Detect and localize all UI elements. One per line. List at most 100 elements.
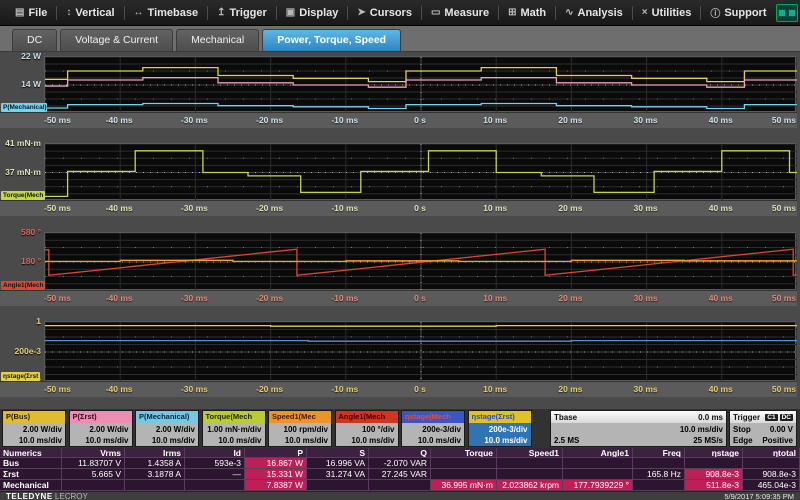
value-cell: 177.7939229 ° bbox=[563, 480, 633, 491]
cursors-icon: ➤ bbox=[357, 7, 366, 18]
horizontal-scale: 10.0 ms/div bbox=[484, 436, 528, 445]
table-row: Mechanical 7.8387 W 36.995 mN·m 2.023862 kr… bbox=[0, 480, 800, 491]
column-header-ηstage: ηstage bbox=[685, 448, 743, 458]
time-tick: -10 ms bbox=[331, 384, 359, 394]
tab-mechanical[interactable]: Mechanical bbox=[176, 29, 260, 51]
descriptor-ηstage-σrst-[interactable]: ηstage(Σrst) 200e-3/div 10.0 ms/div bbox=[467, 410, 532, 447]
trace-badge-torque[interactable]: Torque(Mech bbox=[1, 191, 46, 200]
menu-label: Math bbox=[520, 6, 547, 19]
menu-separator bbox=[498, 5, 500, 20]
time-tick: -20 ms bbox=[256, 384, 284, 394]
time-tick: 0 s bbox=[414, 115, 426, 125]
value-cell bbox=[125, 480, 185, 491]
time-tick: -50 ms bbox=[44, 203, 71, 213]
display-icon: ▣ bbox=[285, 7, 296, 18]
time-tick: 50 ms bbox=[771, 115, 796, 125]
waveform-grid-angle-speed[interactable] bbox=[44, 232, 797, 291]
time-tick: 10 ms bbox=[483, 203, 508, 213]
vertical-scale: 2.00 W/div bbox=[22, 425, 62, 434]
trace-badge-efficiency[interactable]: ηstage(Σrst bbox=[1, 372, 41, 381]
time-axis-angle-speed: -50 ms -40 ms -30 ms -20 ms -10 ms 0 s 10 ms 20… bbox=[0, 290, 797, 306]
tab-voltage-current[interactable]: Voltage & Current bbox=[60, 29, 174, 51]
menu-file[interactable]: ▤ File bbox=[6, 0, 56, 25]
value-cell: 465.04e-3 bbox=[743, 480, 800, 491]
utilities-icon: × bbox=[641, 7, 648, 18]
value-cell: 593e-3 bbox=[185, 458, 245, 469]
table-row: Σrst 5.665 V 3.1878 A —15.331 W 31.274 VA 27.… bbox=[0, 469, 800, 480]
descriptor-p-bus-[interactable]: P(Bus) 2.00 W/div 10.0 ms/div bbox=[2, 410, 66, 447]
menu-separator bbox=[555, 5, 557, 20]
column-header-ηtotal: ηtotal bbox=[743, 448, 800, 458]
row-label: Bus bbox=[0, 458, 62, 469]
menu-separator bbox=[700, 5, 702, 20]
descriptor-p-σrst-[interactable]: P(Σrst) 2.00 W/div 10.0 ms/div bbox=[68, 410, 133, 447]
value-cell bbox=[62, 480, 125, 491]
waveform-grid-torque[interactable] bbox=[44, 143, 797, 201]
menu-label: Timebase bbox=[147, 6, 199, 19]
trigger-descriptor[interactable]: Trigger C1 DC Stop 0.00 V Edge Positive bbox=[729, 410, 797, 447]
trace-badge-power[interactable]: P(Mechanical) bbox=[1, 103, 47, 112]
menu-utilities[interactable]: × Utilities bbox=[633, 0, 701, 25]
menu-trigger[interactable]: ↥ Trigger bbox=[208, 0, 276, 25]
menu-measure[interactable]: ▭ Measure bbox=[422, 0, 498, 25]
descriptor-speed1-mec[interactable]: Speed1(Mec 100 rpm/div 10.0 ms/div bbox=[268, 410, 332, 447]
y-axis-label-torque: 37 mN·m bbox=[5, 166, 41, 177]
descriptor-ηstage-mech[interactable]: ηstage(Mech 200e-3/div 10.0 ms/div bbox=[401, 410, 465, 447]
time-tick: 20 ms bbox=[558, 203, 583, 213]
horizontal-scale: 10.0 ms/div bbox=[18, 436, 62, 445]
math-icon: ⊞ bbox=[508, 7, 517, 18]
column-header-vrms: Vrms bbox=[62, 448, 125, 458]
time-tick: 10 ms bbox=[483, 115, 508, 125]
tab-power-torque-speed[interactable]: Power, Torque, Speed bbox=[262, 29, 402, 51]
trigger-value: Positive bbox=[762, 436, 793, 445]
value-cell: — bbox=[185, 469, 245, 480]
time-tick: -50 ms bbox=[44, 384, 71, 394]
descriptor-title: ηstage(Σrst) bbox=[468, 411, 531, 423]
menu-label: Measure bbox=[444, 6, 490, 19]
value-cell: 31.274 VA bbox=[307, 469, 369, 480]
menu-support[interactable]: ⓘ Support bbox=[701, 0, 775, 25]
timebase-icon: ↔ bbox=[133, 7, 144, 18]
brand-light: LECROY bbox=[54, 491, 88, 500]
descriptor-angle1-mech[interactable]: Angle1(Mech 100 °/div 10.0 ms/div bbox=[334, 410, 399, 447]
menu-separator bbox=[56, 5, 58, 20]
menu-cursors[interactable]: ➤ Cursors bbox=[348, 0, 421, 25]
trace-Speed1(Mechanical) bbox=[45, 259, 797, 263]
menu-items: ▤ File ↕ Vertical ↔ Timebase ↥ Trigger ▣ Display ➤… bbox=[0, 0, 776, 25]
time-tick: 40 ms bbox=[708, 203, 733, 213]
time-tick: -30 ms bbox=[180, 203, 208, 213]
menu-analysis[interactable]: ∿ Analysis bbox=[556, 0, 632, 25]
waveform-grid-efficiency[interactable] bbox=[44, 321, 797, 382]
column-header-torque: Torque bbox=[431, 448, 497, 458]
trace-P(Mechanical) bbox=[45, 102, 797, 110]
menu-separator bbox=[347, 5, 349, 20]
row-label: Mechanical bbox=[0, 480, 62, 491]
horizontal-scale: 10.0 ms/div bbox=[417, 436, 461, 445]
menu-label: Analysis bbox=[577, 6, 623, 19]
menu-math[interactable]: ⊞ Math bbox=[499, 0, 555, 25]
y-axis-label-efficiency: 200e-3 bbox=[14, 346, 41, 356]
descriptor-torque-mech[interactable]: Torque(Mech 1.00 mN·m/div 10.0 ms/div bbox=[201, 410, 266, 447]
time-tick: 50 ms bbox=[771, 203, 796, 213]
descriptor-p-mechanical-[interactable]: P(Mechanical) 2.00 W/div 10.0 ms/div bbox=[135, 410, 199, 447]
value-cell bbox=[633, 480, 685, 491]
trace-badge-angle-speed[interactable]: Angle1(Mech bbox=[1, 281, 46, 290]
descriptor-title: Speed1(Mec bbox=[269, 411, 331, 423]
value-cell: 11.83707 V bbox=[62, 458, 125, 469]
display-mode-icon[interactable] bbox=[775, 3, 799, 22]
time-axis-torque: -50 ms -40 ms -30 ms -20 ms -10 ms 0 s 10 ms 20… bbox=[0, 200, 797, 216]
waveform-grid-power[interactable] bbox=[44, 56, 797, 113]
menu-separator bbox=[631, 5, 633, 20]
trace-ηstage(Mechanical) bbox=[45, 339, 797, 342]
y-axis-label-angle-speed: 580 ° bbox=[21, 227, 41, 237]
timebase-descriptor[interactable]: Tbase 0.0 ms 10.0 ms/div 2.5 MS 25 MS/s bbox=[550, 410, 727, 447]
tab-dc[interactable]: DC bbox=[12, 29, 58, 51]
y-axis-label-efficiency: 1 bbox=[36, 316, 41, 326]
menu-timebase[interactable]: ↔ Timebase bbox=[125, 0, 208, 25]
menu-vertical[interactable]: ↕ Vertical bbox=[57, 0, 123, 25]
trigger-source-chip: C1 bbox=[765, 414, 778, 421]
vertical-scale: 100 rpm/div bbox=[283, 425, 328, 434]
menu-display[interactable]: ▣ Display bbox=[277, 0, 348, 25]
value-cell bbox=[497, 458, 563, 469]
column-header-angle1: Angle1 bbox=[563, 448, 633, 458]
